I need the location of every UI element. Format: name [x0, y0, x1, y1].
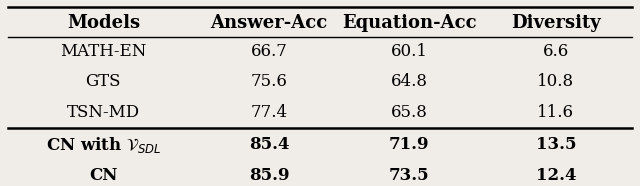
Text: 73.5: 73.5 [389, 166, 429, 184]
Text: 10.8: 10.8 [537, 73, 574, 90]
Text: 65.8: 65.8 [391, 104, 428, 121]
Text: Diversity: Diversity [511, 14, 601, 32]
Text: 12.4: 12.4 [536, 166, 576, 184]
Text: MATH-EN: MATH-EN [60, 43, 147, 60]
Text: CN: CN [89, 166, 118, 184]
Text: Models: Models [67, 14, 140, 32]
Text: 13.5: 13.5 [536, 136, 576, 153]
Text: CN with $\mathcal{V}_{SDL}$: CN with $\mathcal{V}_{SDL}$ [45, 135, 161, 155]
Text: 60.1: 60.1 [390, 43, 428, 60]
Text: 11.6: 11.6 [537, 104, 574, 121]
Text: 6.6: 6.6 [543, 43, 569, 60]
Text: Equation-Acc: Equation-Acc [342, 14, 477, 32]
Text: 71.9: 71.9 [389, 136, 429, 153]
Text: 66.7: 66.7 [251, 43, 287, 60]
Text: 85.9: 85.9 [249, 166, 289, 184]
Text: 85.4: 85.4 [249, 136, 289, 153]
Text: 75.6: 75.6 [251, 73, 287, 90]
Text: TSN-MD: TSN-MD [67, 104, 140, 121]
Text: 77.4: 77.4 [250, 104, 287, 121]
Text: Answer-Acc: Answer-Acc [211, 14, 328, 32]
Text: 64.8: 64.8 [390, 73, 428, 90]
Text: GTS: GTS [86, 73, 121, 90]
